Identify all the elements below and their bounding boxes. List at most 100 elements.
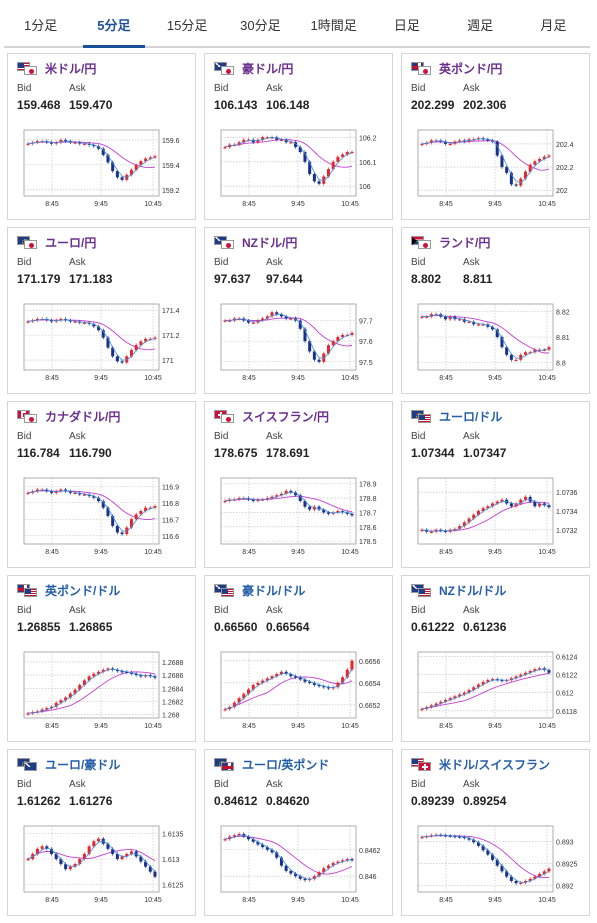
tab-0[interactable]: 1分足 bbox=[24, 18, 58, 33]
currency-card[interactable]: ランド/円 Bid Ask 8.802 8.811 8.82 8.81 8.8 8:45 9:45… bbox=[401, 227, 590, 394]
x-tick-label: 8:45 bbox=[439, 897, 453, 904]
candle bbox=[453, 316, 457, 320]
currency-card[interactable]: ユーロ/豪ドル Bid Ask 1.61262 1.61276 1.6135 1.613 1.… bbox=[7, 749, 196, 916]
price-chart[interactable]: 0.893 0.8925 0.892 8:45 9:45 10:45 bbox=[410, 822, 582, 910]
pair-name[interactable]: 米ドル/スイスフラン bbox=[439, 758, 550, 772]
tab-5[interactable]: 日足 bbox=[393, 18, 420, 33]
currency-card[interactable]: スイスフラン/円 Bid Ask 178.675 178.691 178.9 178.8 17… bbox=[204, 401, 393, 568]
card-title[interactable]: ユーロ/英ポンド bbox=[214, 756, 383, 773]
candle bbox=[509, 678, 513, 681]
pair-name[interactable]: 豪ドル/ドル bbox=[242, 584, 306, 598]
x-tick-label: 8:45 bbox=[439, 549, 453, 556]
candle bbox=[336, 156, 340, 162]
currency-card[interactable]: 英ポンド/円 Bid Ask 202.299 202.306 202.4 202.2 202 8… bbox=[401, 53, 590, 220]
card-title[interactable]: 豪ドル/円 bbox=[214, 60, 383, 77]
card-title[interactable]: NZドル/円 bbox=[214, 234, 383, 251]
price-chart[interactable]: 116.9 116.8 116.7 116.6 8:45 9:45 10:45 bbox=[16, 474, 188, 562]
price-chart[interactable]: 106.2 106.1 106 8:45 9:45 10:45 bbox=[213, 126, 385, 214]
pair-name[interactable]: 米ドル/円 bbox=[45, 62, 97, 76]
card-title[interactable]: カナダドル/円 bbox=[17, 408, 186, 425]
tab-1[interactable]: 5分足 bbox=[77, 8, 150, 48]
price-chart[interactable]: 1.6135 1.613 1.6125 8:45 9:45 10:45 bbox=[16, 822, 188, 910]
pair-name[interactable]: 英ポンド/円 bbox=[439, 62, 503, 76]
price-chart[interactable]: 178.9 178.8 178.7 178.6 178.5 8:45 9:45 10:45 bbox=[213, 474, 385, 562]
candle bbox=[434, 703, 438, 706]
candle bbox=[312, 174, 316, 182]
candle bbox=[429, 705, 433, 708]
candle bbox=[533, 349, 537, 353]
pair-name[interactable]: ユーロ/豪ドル bbox=[45, 758, 121, 772]
bid-value: 0.61222 bbox=[411, 620, 455, 634]
y-tick-label: 1.6125 bbox=[162, 882, 184, 889]
currency-card[interactable]: カナダドル/円 Bid Ask 116.784 116.790 116.9 116.8 116… bbox=[7, 401, 196, 568]
currency-card[interactable]: 英ポンド/ドル Bid Ask 1.26855 1.26865 1.2688 1.2686 1… bbox=[7, 575, 196, 742]
card-title[interactable]: 英ポンド/ドル bbox=[17, 582, 186, 599]
price-chart[interactable]: 0.8462 0.846 8:45 9:45 10:45 bbox=[213, 822, 385, 910]
candle bbox=[345, 512, 349, 514]
price-chart[interactable]: 0.6124 0.6122 0.612 0.6118 8:45 9:45 10:45 bbox=[410, 648, 582, 736]
tab-6[interactable]: 週足 bbox=[467, 18, 494, 33]
candle bbox=[111, 515, 115, 526]
tab-3[interactable]: 30分足 bbox=[240, 18, 281, 33]
pair-name[interactable]: 豪ドル/円 bbox=[242, 62, 294, 76]
candle bbox=[223, 839, 227, 841]
pair-name[interactable]: NZドル/ドル bbox=[439, 584, 507, 598]
candle bbox=[317, 181, 321, 184]
currency-card[interactable]: NZドル/円 Bid Ask 97.637 97.644 97.7 97.6 97.5 8:45… bbox=[204, 227, 393, 394]
pair-name[interactable]: 英ポンド/ドル bbox=[45, 584, 121, 598]
ask-value: 178.691 bbox=[266, 446, 310, 460]
card-title[interactable]: ユーロ/ドル bbox=[411, 408, 580, 425]
currency-card[interactable]: 豪ドル/ドル Bid Ask 0.66560 0.66564 0.6656 0.6654 0.… bbox=[204, 575, 393, 742]
pair-name[interactable]: スイスフラン/円 bbox=[242, 410, 329, 424]
card-title[interactable]: ランド/円 bbox=[411, 234, 580, 251]
pair-name[interactable]: カナダドル/円 bbox=[45, 410, 121, 424]
tab-2[interactable]: 15分足 bbox=[166, 18, 208, 33]
candle bbox=[336, 337, 340, 342]
price-chart[interactable]: 159.6 159.4 159.2 8:45 9:45 10:45 bbox=[16, 126, 188, 214]
card-title[interactable]: 米ドル/円 bbox=[17, 60, 186, 77]
currency-card[interactable]: ユーロ/ドル Bid Ask 1.07344 1.07347 1.0736 1.0734 1.… bbox=[401, 401, 590, 568]
candle bbox=[298, 320, 302, 329]
currency-card[interactable]: NZドル/ドル Bid Ask 0.61222 0.61236 0.6124 0.6122 0… bbox=[401, 575, 590, 742]
currency-card[interactable]: 米ドル/円 Bid Ask 159.468 159.470 159.6 159.4 159.2… bbox=[7, 53, 196, 220]
price-chart[interactable]: 8.82 8.81 8.8 8:45 9:45 10:45 bbox=[410, 300, 582, 388]
tab-7[interactable]: 月足 bbox=[540, 18, 567, 33]
currency-card[interactable]: 米ドル/スイスフラン Bid Ask 0.89239 0.89254 0.893 0.892… bbox=[401, 749, 590, 916]
tab-4[interactable]: 1時間足 bbox=[310, 18, 357, 33]
price-chart[interactable]: 0.6656 0.6654 0.6652 8:45 9:45 10:45 bbox=[213, 648, 385, 736]
candle bbox=[251, 499, 255, 501]
candle bbox=[481, 845, 485, 851]
price-chart[interactable]: 1.2688 1.2686 1.2684 1.2682 1.268 8:45 9:45 10:… bbox=[16, 648, 188, 736]
card-title[interactable]: 豪ドル/ドル bbox=[214, 582, 383, 599]
candle bbox=[500, 337, 504, 348]
pair-name[interactable]: ユーロ/英ポンド bbox=[242, 758, 330, 772]
candle bbox=[26, 713, 30, 715]
card-title[interactable]: ユーロ/円 bbox=[17, 234, 186, 251]
card-title[interactable]: ユーロ/豪ドル bbox=[17, 756, 186, 773]
currency-card[interactable]: ユーロ/円 Bid Ask 171.179 171.183 171.4 171.2 171 8:… bbox=[7, 227, 196, 394]
candle bbox=[261, 680, 265, 683]
pair-name[interactable]: ランド/円 bbox=[439, 236, 491, 250]
flag-icons bbox=[214, 757, 236, 772]
card-title[interactable]: NZドル/ドル bbox=[411, 582, 580, 599]
x-tick-label: 9:45 bbox=[291, 375, 305, 382]
candle bbox=[265, 847, 269, 850]
y-tick-label: 171.2 bbox=[162, 333, 180, 340]
currency-card[interactable]: ユーロ/英ポンド Bid Ask 0.84612 0.84620 0.8462 0.846 8… bbox=[204, 749, 393, 916]
pair-name[interactable]: ユーロ/ドル bbox=[439, 410, 503, 424]
price-chart[interactable]: 97.7 97.6 97.5 8:45 9:45 10:45 bbox=[213, 300, 385, 388]
price-chart[interactable]: 171.4 171.2 171 8:45 9:45 10:45 bbox=[16, 300, 188, 388]
pair-name[interactable]: ユーロ/円 bbox=[45, 236, 97, 250]
card-title[interactable]: スイスフラン/円 bbox=[214, 408, 383, 425]
price-chart[interactable]: 202.4 202.2 202 8:45 9:45 10:45 bbox=[410, 126, 582, 214]
pair-name[interactable]: NZドル/円 bbox=[242, 236, 298, 250]
candle bbox=[420, 143, 424, 146]
candle bbox=[153, 676, 157, 678]
currency-card[interactable]: 豪ドル/円 Bid Ask 106.143 106.148 106.2 106.1 106 8:… bbox=[204, 53, 393, 220]
chart-svg: 0.6124 0.6122 0.612 0.6118 8:45 9:45 10:45 bbox=[417, 651, 578, 730]
card-title[interactable]: 英ポンド/円 bbox=[411, 60, 580, 77]
candle bbox=[73, 142, 77, 144]
card-title[interactable]: 米ドル/スイスフラン bbox=[411, 756, 580, 773]
price-chart[interactable]: 1.0736 1.0734 1.0732 8:45 9:45 10:45 bbox=[410, 474, 582, 562]
flag-icons bbox=[214, 583, 236, 598]
